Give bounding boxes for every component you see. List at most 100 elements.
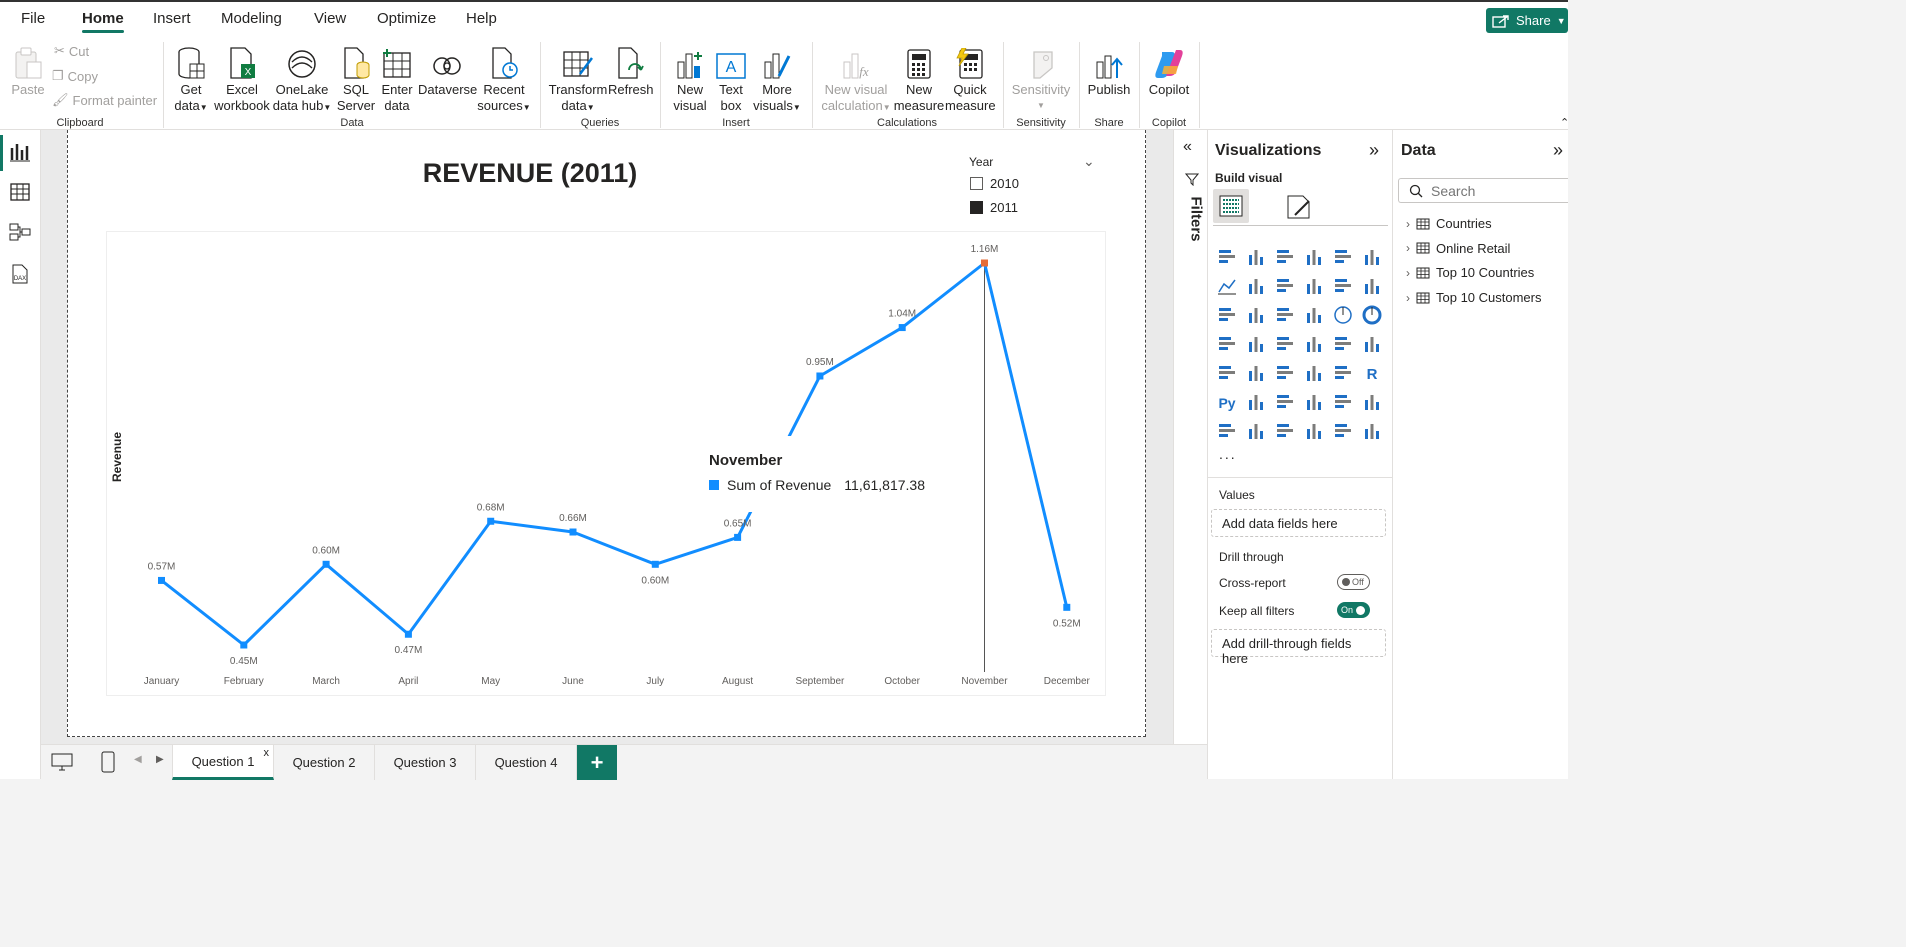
decomposition-tree-icon[interactable] <box>1275 392 1295 412</box>
keep-all-filters-toggle[interactable]: On <box>1337 602 1370 618</box>
scroll-right-icon[interactable]: ▶ <box>156 754 164 765</box>
menu-view[interactable]: View <box>314 10 347 27</box>
text-box-button[interactable]: A Text box <box>712 44 750 114</box>
mobile-layout-icon[interactable] <box>101 751 115 773</box>
line-stacked-column-icon[interactable] <box>1333 276 1353 296</box>
line-clustered-column-icon[interactable] <box>1362 276 1382 296</box>
data-search-box[interactable] <box>1398 178 1568 203</box>
menu-help[interactable]: Help <box>466 10 497 27</box>
custom-visual-icon[interactable] <box>1304 421 1324 441</box>
card-icon[interactable] <box>1362 334 1382 354</box>
paginated-report-icon[interactable] <box>1217 421 1237 441</box>
clustered-bar-icon[interactable] <box>1275 247 1295 267</box>
donut-icon[interactable] <box>1362 305 1382 325</box>
more-visual-icon[interactable] <box>1362 421 1382 441</box>
refresh-button[interactable]: Refresh <box>608 44 654 98</box>
format-painter-button[interactable]: 🖌 Format painter <box>52 92 157 108</box>
clustered-column-icon[interactable] <box>1304 247 1324 267</box>
100-stacked-area-icon[interactable] <box>1304 276 1324 296</box>
chevron-right-icon[interactable]: › <box>1406 290 1410 305</box>
collapse-visualizations-icon[interactable]: » <box>1369 140 1380 160</box>
new-visual-button[interactable]: New visual <box>670 44 710 114</box>
data-table-item[interactable]: › Countries <box>1406 216 1492 231</box>
menu-file[interactable]: File <box>21 10 46 27</box>
transform-data-button[interactable]: Transform data▼ <box>548 44 608 116</box>
share-button[interactable]: Share ▼ <box>1486 8 1568 33</box>
qa-icon[interactable] <box>1304 392 1324 412</box>
100-stacked-bar-icon[interactable] <box>1333 247 1353 267</box>
scroll-left-icon[interactable]: ◀ <box>134 754 142 765</box>
desktop-layout-icon[interactable] <box>51 753 73 771</box>
drill-through-drop-zone[interactable]: Add drill-through fields here <box>1211 629 1386 666</box>
table-view-icon[interactable] <box>9 182 31 202</box>
filters-pane[interactable]: « Filters <box>1173 130 1207 745</box>
area-icon[interactable] <box>1246 276 1266 296</box>
page-tab-question-2[interactable]: Question 2 <box>274 745 375 780</box>
publish-button[interactable]: Publish <box>1085 44 1133 98</box>
waterfall-icon[interactable] <box>1246 305 1266 325</box>
ribbon-icon[interactable] <box>1217 305 1237 325</box>
slicer-chevron-icon[interactable]: ⌄ <box>1083 153 1095 169</box>
pie-icon[interactable] <box>1333 305 1353 325</box>
sql-server-button[interactable]: SQL Server <box>336 44 376 114</box>
close-tab-icon[interactable]: x <box>263 747 270 759</box>
copilot-button[interactable]: Copilot <box>1145 44 1193 98</box>
cut-button[interactable]: ✂ Cut <box>54 43 89 59</box>
power-apps-icon[interactable] <box>1246 421 1266 441</box>
stacked-bar-icon[interactable] <box>1217 247 1237 267</box>
smart-narrative-icon[interactable] <box>1333 392 1353 412</box>
cross-report-toggle[interactable]: Off <box>1337 574 1370 590</box>
build-visual-tab[interactable] <box>1213 189 1249 223</box>
data-table-item[interactable]: › Online Retail <box>1406 241 1510 256</box>
slicer-option-2010[interactable]: 2010 <box>970 176 1019 191</box>
dax-query-view-icon[interactable]: DAX <box>9 264 31 284</box>
sensitivity-button[interactable]: Sensitivity ▼ <box>1010 44 1072 114</box>
page-tab-question-1[interactable]: Question 1 x <box>172 745 274 780</box>
slicer-option-2011[interactable]: 2011 <box>970 200 1018 215</box>
treemap-icon[interactable] <box>1217 334 1237 354</box>
page-tab-question-3[interactable]: Question 3 <box>375 745 476 780</box>
new-measure-button[interactable]: New measure <box>893 44 945 114</box>
chevron-right-icon[interactable]: › <box>1406 216 1410 231</box>
funnel-icon[interactable] <box>1275 305 1295 325</box>
power-app-icon[interactable] <box>1333 421 1353 441</box>
line-icon[interactable] <box>1217 276 1237 296</box>
metrics-icon[interactable] <box>1362 392 1382 412</box>
kpi-icon[interactable] <box>1246 363 1266 383</box>
more-visuals-button[interactable]: More visuals▼ <box>752 44 802 116</box>
python-visual-icon[interactable]: Py <box>1217 392 1237 412</box>
excel-workbook-button[interactable]: X Excel workbook <box>214 44 270 114</box>
chevron-right-icon[interactable]: › <box>1406 241 1410 256</box>
format-visual-icon[interactable] <box>1285 193 1313 221</box>
scatter-icon[interactable] <box>1304 305 1324 325</box>
stacked-area-icon[interactable] <box>1275 276 1295 296</box>
r-visual-icon[interactable]: R <box>1362 363 1382 383</box>
100-stacked-column-icon[interactable] <box>1362 247 1382 267</box>
recent-sources-button[interactable]: Recent sources▼ <box>477 44 531 116</box>
paste-button[interactable]: Paste <box>10 44 46 98</box>
values-drop-zone[interactable]: Add data fields here <box>1211 509 1386 537</box>
matrix-icon[interactable] <box>1333 363 1353 383</box>
report-view-icon[interactable] <box>9 142 31 162</box>
chevron-right-icon[interactable]: › <box>1406 265 1410 280</box>
map-icon[interactable] <box>1246 334 1266 354</box>
enter-data-button[interactable]: Enter data <box>378 44 416 114</box>
stacked-column-icon[interactable] <box>1246 247 1266 267</box>
quick-measure-button[interactable]: Quick measure <box>945 44 996 114</box>
azure-map-icon[interactable] <box>1304 334 1324 354</box>
collapse-data-icon[interactable]: » <box>1553 140 1564 160</box>
gauge-icon[interactable] <box>1333 334 1353 354</box>
add-page-button[interactable]: + <box>577 745 617 780</box>
menu-insert[interactable]: Insert <box>153 10 191 27</box>
filled-map-icon[interactable] <box>1275 334 1295 354</box>
get-data-button[interactable]: Get data▼ <box>170 44 212 116</box>
onelake-data-hub-button[interactable]: OneLake data hub▼ <box>271 44 333 116</box>
page-tab-question-4[interactable]: Question 4 <box>476 745 577 780</box>
new-visual-calculation-button[interactable]: fx New visual calculation▼ <box>820 44 892 116</box>
multi-row-card-icon[interactable] <box>1217 363 1237 383</box>
more-visual-types[interactable]: ... <box>1219 446 1237 462</box>
table-icon[interactable] <box>1304 363 1324 383</box>
slicer-icon[interactable] <box>1275 363 1295 383</box>
menu-home[interactable]: Home <box>82 10 124 33</box>
dataverse-button[interactable]: Dataverse <box>418 44 477 98</box>
